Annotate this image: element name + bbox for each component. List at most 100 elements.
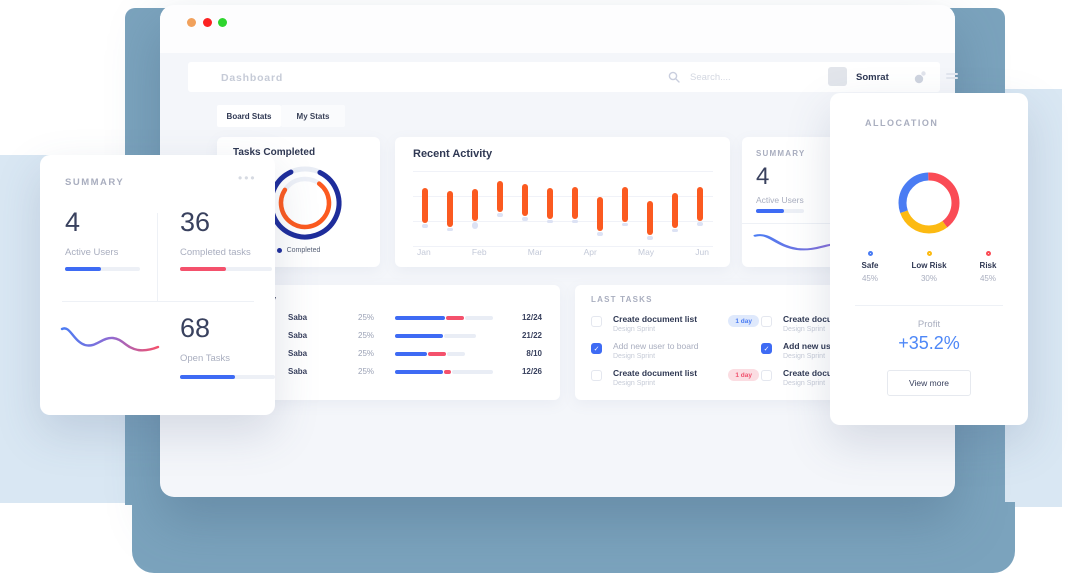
legend-ring-icon	[867, 251, 873, 256]
overflow-menu-icon[interactable]	[946, 73, 958, 81]
task-title: Add new user to board	[783, 341, 875, 351]
legend-ring-icon	[985, 251, 991, 256]
tasks-column-2: Create document list Design Sprint ✓ Add ne…	[761, 285, 946, 400]
activity-bar	[538, 171, 563, 247]
activity-bar	[513, 171, 538, 247]
tasks-completed-title: Tasks Completed	[233, 147, 316, 158]
browser-window: Dashboard Somrat Board Stats My Stats Ta…	[160, 5, 958, 497]
row-name: Saba	[288, 367, 308, 376]
task-checkbox[interactable]: ✓	[761, 343, 772, 354]
search-input[interactable]	[688, 70, 808, 84]
task-subtitle: Design Sprint	[613, 380, 656, 387]
task-badge: 1 day	[728, 369, 759, 381]
month-label: Apr	[583, 247, 597, 257]
active-users-bar	[65, 267, 140, 271]
task-checkbox[interactable]: ✓	[591, 343, 602, 354]
progress-table-card: y Saba25%12/24Saba25%21/22Saba25%8/10Sab…	[240, 285, 560, 400]
task-item[interactable]: Create document list Design Sprint	[761, 313, 946, 337]
notification-bell-icon[interactable]	[912, 69, 928, 85]
task-subtitle: Design Sprint	[613, 326, 656, 333]
task-subtitle: Design Sprint	[783, 326, 826, 333]
active-users-stat-label: Active Users	[65, 247, 119, 258]
active-users-stat: 4	[65, 207, 81, 237]
legend-label: Risk	[979, 261, 997, 270]
row-percent: 25%	[358, 313, 375, 322]
window-maximize-dot[interactable]	[218, 18, 227, 27]
month-label: Jan	[417, 247, 431, 257]
activity-bar	[438, 171, 463, 247]
activity-bar	[413, 171, 438, 247]
tab-board-stats[interactable]: Board Stats	[217, 105, 281, 127]
activity-bar	[563, 171, 588, 247]
allocation-title: ALLOCATION	[865, 118, 939, 128]
activity-bar	[638, 171, 663, 247]
donut-segment-low-risk	[898, 172, 960, 234]
row-date: 21/22	[521, 331, 542, 340]
task-checkbox[interactable]	[591, 370, 602, 381]
profit-value: +35.2%	[898, 333, 960, 353]
legend-dot	[276, 248, 282, 253]
row-progress-bar	[395, 370, 494, 374]
month-label: Mar	[527, 247, 543, 257]
summary-menu-icon[interactable]: •••	[238, 171, 257, 185]
donut-legend: Completed	[217, 247, 380, 254]
last-tasks-title: LAST TASKS	[591, 295, 653, 304]
task-item[interactable]: Create document list Design Sprint 1 day	[591, 313, 761, 337]
legend-percent: 30%	[920, 274, 937, 283]
legend-ring-icon	[926, 251, 932, 256]
month-label: Jun	[695, 247, 709, 257]
task-item[interactable]: Create document list Design Sprint 1 day	[591, 367, 761, 391]
activity-bar	[588, 171, 613, 247]
task-item[interactable]: ✓ Add new user to board Design Sprint	[761, 340, 946, 364]
donut-segment-safe	[898, 172, 960, 234]
recent-activity-title: Recent Activity	[413, 148, 493, 160]
activity-bar	[463, 171, 488, 247]
avatar[interactable]	[828, 67, 847, 86]
legend-item: Risk 45%	[960, 251, 1016, 283]
row-progress-bar	[395, 352, 466, 356]
table-row[interactable]: Saba 25% 21/22	[240, 329, 560, 345]
task-title: Create document list	[613, 368, 698, 378]
table-row[interactable]: Saba 25% 12/24	[240, 311, 560, 327]
window-minimize-dot[interactable]	[187, 18, 196, 27]
activity-bar	[488, 171, 513, 247]
row-date: 12/26	[521, 367, 542, 376]
tasks-column-1: Create document list Design Sprint 1 day ✓ A…	[591, 285, 761, 400]
table-row[interactable]: Saba 25% 8/10	[240, 347, 560, 363]
task-checkbox[interactable]	[761, 370, 772, 381]
task-checkbox[interactable]	[591, 316, 602, 327]
task-checkbox[interactable]	[761, 316, 772, 327]
mini-summary-title: SUMMARY	[756, 149, 806, 158]
activity-bar-chart	[413, 171, 713, 247]
profit-label: Profit	[917, 319, 941, 330]
legend-item: Low Risk 30%	[901, 251, 957, 283]
task-subtitle: Design Sprint	[783, 380, 826, 387]
task-title: Create document list	[783, 368, 868, 378]
activity-bar	[688, 171, 713, 247]
task-badge: 1 day	[728, 315, 759, 327]
row-percent: 25%	[358, 367, 375, 376]
legend-label: Completed	[286, 247, 321, 254]
active-users-progress	[756, 209, 804, 213]
summary-sparkline	[60, 327, 160, 352]
table-row[interactable]: Saba 25% 12/26	[240, 365, 560, 381]
task-item[interactable]: ✓ Add new user to board Design Sprint	[591, 340, 761, 364]
row-percent: 25%	[358, 349, 375, 358]
open-tasks-bar	[180, 375, 275, 379]
legend-percent: 45%	[861, 274, 878, 283]
activity-months: Jan Feb Mar Apr May Jun	[413, 247, 713, 257]
view-more-button[interactable]: View more	[887, 370, 971, 396]
user-name: Somrat	[856, 72, 889, 83]
open-tasks-stat: 68	[180, 313, 211, 343]
completed-tasks-stat-label: Completed tasks	[180, 247, 251, 258]
search-icon	[668, 71, 680, 83]
tab-my-stats[interactable]: My Stats	[281, 105, 345, 127]
legend-label: Safe	[861, 261, 879, 270]
activity-bar	[613, 171, 638, 247]
row-percent: 25%	[358, 331, 375, 340]
legend-percent: 45%	[979, 274, 996, 283]
row-progress-bar	[395, 334, 477, 338]
task-item[interactable]: Create document list Design Sprint	[761, 367, 946, 391]
search-box[interactable]	[668, 62, 808, 92]
window-close-dot[interactable]	[203, 18, 212, 27]
